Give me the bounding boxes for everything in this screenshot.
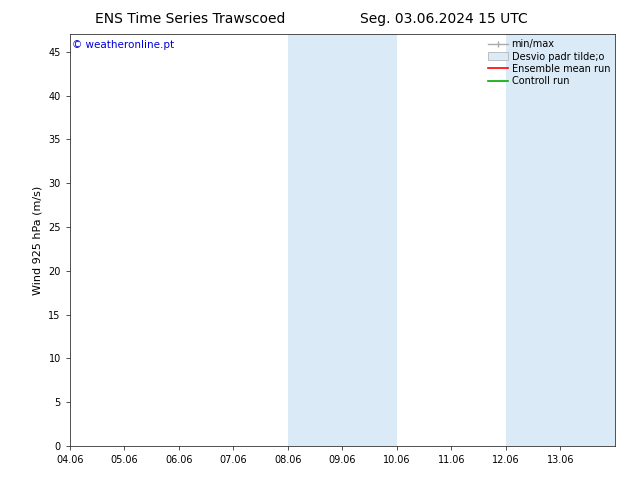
Bar xyxy=(288,34,342,446)
Bar xyxy=(560,34,615,446)
Text: © weatheronline.pt: © weatheronline.pt xyxy=(72,41,174,50)
Text: ENS Time Series Trawscoed: ENS Time Series Trawscoed xyxy=(95,12,285,26)
Bar xyxy=(342,34,397,446)
Text: Seg. 03.06.2024 15 UTC: Seg. 03.06.2024 15 UTC xyxy=(360,12,527,26)
Y-axis label: Wind 925 hPa (m/s): Wind 925 hPa (m/s) xyxy=(33,186,42,294)
Legend: min/max, Desvio padr tilde;o, Ensemble mean run, Controll run: min/max, Desvio padr tilde;o, Ensemble m… xyxy=(486,37,612,88)
Bar xyxy=(506,34,560,446)
